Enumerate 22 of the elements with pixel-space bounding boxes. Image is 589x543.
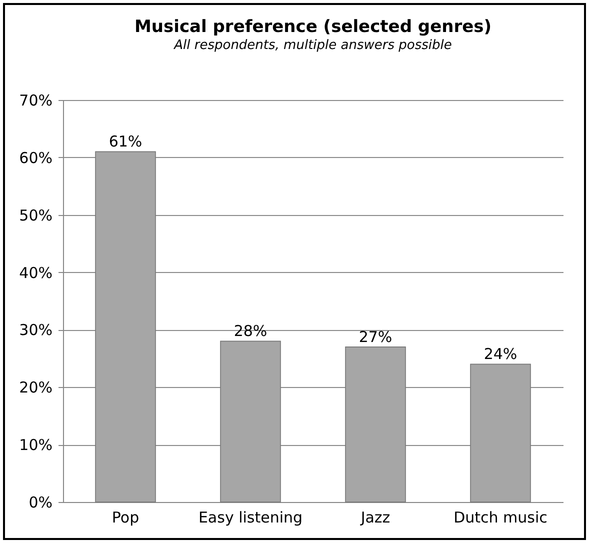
y-tick-label: 50% xyxy=(19,206,52,224)
y-tick-label: 60% xyxy=(19,148,52,167)
x-tick-label: Easy listening xyxy=(198,508,303,526)
bar xyxy=(470,364,531,502)
x-tick-label: Pop xyxy=(112,508,140,526)
bar xyxy=(345,346,406,502)
y-tick-label: 20% xyxy=(19,378,52,397)
data-label: 28% xyxy=(234,322,268,340)
chart-subtitle: All respondents, multiple answers possible xyxy=(173,38,452,53)
x-tick-label: Jazz xyxy=(360,508,390,526)
x-tick-label: Dutch music xyxy=(454,508,548,526)
data-label: 61% xyxy=(108,132,142,151)
chart-title: Musical preference (selected genres) xyxy=(134,17,492,37)
y-tick-label: 0% xyxy=(28,494,52,512)
y-tick-label: 30% xyxy=(19,321,52,340)
y-tick-label: 40% xyxy=(19,264,52,282)
y-tick-label: 10% xyxy=(19,436,52,454)
bar xyxy=(95,151,156,502)
data-label: 24% xyxy=(484,345,518,364)
bar xyxy=(220,340,281,502)
data-label: 27% xyxy=(358,328,392,346)
y-tick-label: 70% xyxy=(19,92,52,110)
